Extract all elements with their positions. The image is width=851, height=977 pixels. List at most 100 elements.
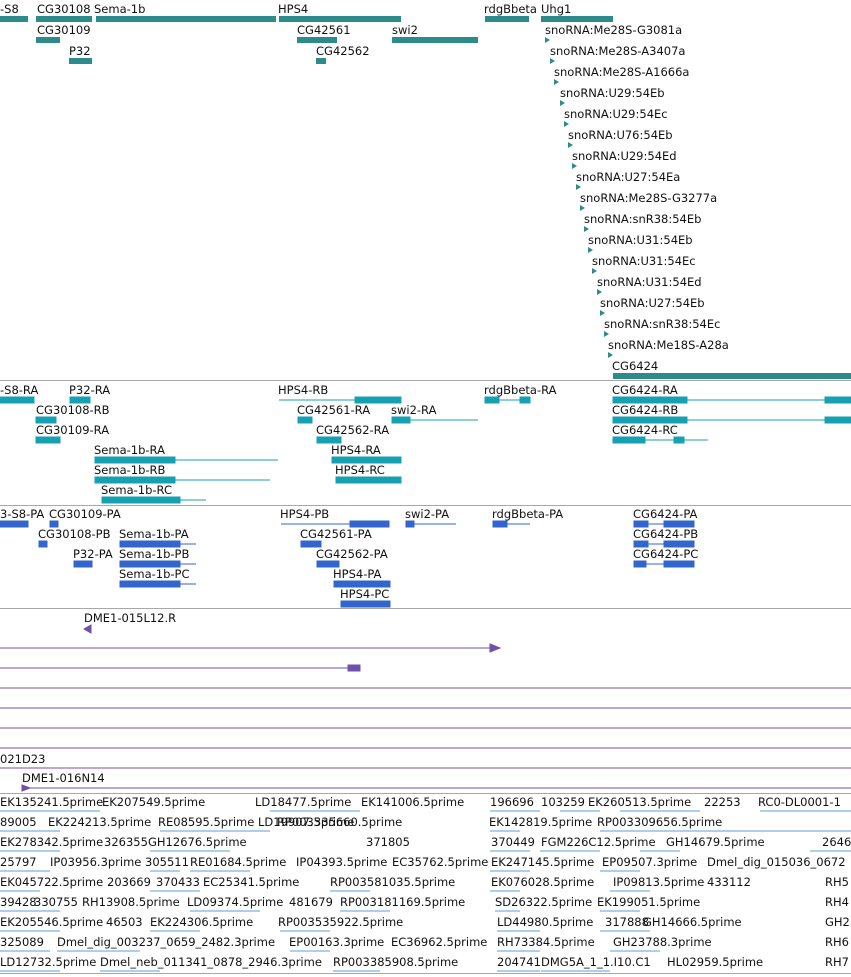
snorna-label[interactable]: snoRNA:U76:54Eb (568, 128, 673, 142)
transcript-label[interactable]: Sema-1b-RC (101, 483, 172, 497)
polypeptide-label[interactable]: CG6424-PC (633, 547, 699, 561)
transcript-bar[interactable] (612, 396, 688, 404)
transcript-bar[interactable] (824, 396, 851, 404)
polypeptide-bar[interactable] (119, 580, 181, 588)
est-label[interactable]: EK205546.5prime (0, 915, 104, 929)
est-label[interactable]: RH7 (825, 955, 849, 969)
transcript-label[interactable]: HPS4-RC (335, 463, 385, 477)
polypeptide-label[interactable]: rdgBbeta-PA (492, 507, 564, 521)
est-label[interactable]: 103259 (541, 795, 585, 809)
clone-label[interactable]: DME1-016N14 (22, 771, 105, 785)
est-label[interactable]: HL02959.5prime (667, 955, 764, 969)
clone-end-marker[interactable] (21, 784, 32, 792)
transcript-bar[interactable] (484, 396, 500, 404)
est-label[interactable]: Dmel_neb_011341_0878_2946.3prime (100, 955, 322, 969)
gene-label[interactable]: CG30109 (37, 23, 91, 37)
polypeptide-label[interactable]: CG42561-PA (300, 527, 372, 541)
est-label[interactable]: 305511 (145, 855, 189, 869)
snorna-label[interactable]: snoRNA:U29:54Ed (572, 149, 677, 163)
clone-end-marker[interactable] (489, 643, 502, 653)
est-label[interactable]: 89005 (0, 815, 37, 829)
polypeptide-bar[interactable] (349, 520, 390, 528)
polypeptide-bar[interactable] (633, 540, 649, 548)
polypeptide-bar[interactable] (333, 580, 391, 588)
polypeptide-label[interactable]: P32-PA (73, 547, 113, 561)
est-label[interactable]: EK141006.5prime (361, 795, 465, 809)
gene-label[interactable]: CG6424 (612, 359, 659, 373)
snorna-arrow[interactable] (604, 331, 609, 337)
polypeptide-label[interactable]: HPS4-PB (280, 507, 330, 521)
polypeptide-bar[interactable] (405, 520, 415, 528)
polypeptide-label[interactable]: Sema-1b-PB (119, 547, 190, 561)
polypeptide-label[interactable]: Sema-1b-PA (119, 527, 189, 541)
transcript-label[interactable]: CG30109-RA (36, 423, 110, 437)
est-label[interactable]: EK278342.5prime (0, 835, 104, 849)
transcript-label[interactable]: HPS4-RB (278, 383, 329, 397)
est-label[interactable]: GH2 (825, 915, 850, 929)
est-label[interactable]: EK247145.5prime (491, 855, 595, 869)
gene-label[interactable]: CG30108 (37, 2, 91, 16)
polypeptide-label[interactable]: CG42562-PA (316, 547, 388, 561)
polypeptide-label[interactable]: swi2-PA (405, 507, 450, 521)
est-label[interactable]: 25797 (0, 855, 37, 869)
transcript-bar[interactable] (335, 476, 402, 484)
transcript-bar[interactable] (354, 396, 402, 404)
snorna-arrow[interactable] (580, 205, 585, 211)
transcript-bar[interactable] (297, 416, 313, 424)
gene-bar[interactable] (316, 58, 326, 64)
est-label[interactable]: GH14666.5prime (643, 915, 742, 929)
est-label[interactable]: GH12676.5prime (148, 835, 247, 849)
est-label[interactable]: 46503 (106, 915, 143, 929)
est-label[interactable]: EC36962.5prime (391, 935, 488, 949)
transcript-label[interactable]: CG42562-RA (316, 423, 390, 437)
snorna-arrow[interactable] (572, 163, 577, 169)
polypeptide-bar[interactable] (119, 540, 181, 548)
est-label[interactable]: EK207549.5prime (102, 795, 206, 809)
est-label[interactable]: EK076028.5prime (491, 875, 595, 889)
transcript-bar[interactable] (0, 396, 35, 404)
clone-end-marker[interactable] (82, 624, 92, 634)
gene-bar[interactable] (0, 16, 28, 22)
est-label[interactable]: 203669 (107, 875, 151, 889)
gene-label[interactable]: HPS4 (278, 2, 309, 16)
est-label[interactable]: EC35762.5prime (392, 855, 489, 869)
est-label[interactable]: 370433 (156, 875, 200, 889)
est-label[interactable]: LD12732.5prime (0, 955, 97, 969)
est-label[interactable]: RP003181169.5prime (340, 895, 466, 909)
est-label[interactable]: RP003385908.5prime (333, 955, 459, 969)
est-label[interactable]: EC25341.5prime (203, 875, 300, 889)
transcript-bar[interactable] (69, 396, 91, 404)
est-label[interactable]: FGM226C12.5prime (541, 835, 656, 849)
gene-bar[interactable] (96, 16, 276, 22)
est-label[interactable]: LD09374.5prime (187, 895, 284, 909)
gene-bar[interactable] (69, 58, 92, 64)
polypeptide-bar[interactable] (73, 560, 93, 568)
snorna-label[interactable]: snoRNA:Me28S-G3277a (580, 191, 718, 205)
gene-bar[interactable] (392, 37, 478, 43)
transcript-bar[interactable] (519, 396, 531, 404)
transcript-label[interactable]: -S8-RA (0, 383, 39, 397)
polypeptide-label[interactable]: CG30108-PB (38, 527, 111, 541)
gene-bar[interactable] (541, 16, 613, 22)
est-label[interactable]: IP09813.5prime (613, 875, 705, 889)
est-label[interactable]: EK224213.5prime (48, 815, 152, 829)
transcript-label[interactable]: CG6424-RC (612, 423, 678, 437)
est-label[interactable]: 39428 (0, 895, 37, 909)
gene-label[interactable]: swi2 (392, 23, 418, 37)
transcript-bar[interactable] (94, 476, 176, 484)
polypeptide-bar[interactable] (340, 600, 391, 608)
polypeptide-bar[interactable] (663, 540, 695, 548)
est-label[interactable]: 370449 (491, 835, 535, 849)
transcript-bar[interactable] (391, 416, 411, 424)
transcript-bar[interactable] (612, 436, 646, 444)
snorna-label[interactable]: snoRNA:U29:54Ec (564, 107, 668, 121)
est-label[interactable]: RH13908.5prime (82, 895, 180, 909)
gene-bar[interactable] (613, 373, 851, 379)
est-label[interactable]: RH73384.5prime (497, 935, 595, 949)
gene-label[interactable]: CG42561 (297, 23, 351, 37)
transcript-label[interactable]: Sema-1b-RB (94, 463, 166, 477)
est-label[interactable]: GH14679.5prime (666, 835, 765, 849)
est-label[interactable]: LD18477.5prime (255, 795, 352, 809)
est-label[interactable]: RE08595.5prime (158, 815, 255, 829)
polypeptide-bar[interactable] (633, 520, 649, 528)
